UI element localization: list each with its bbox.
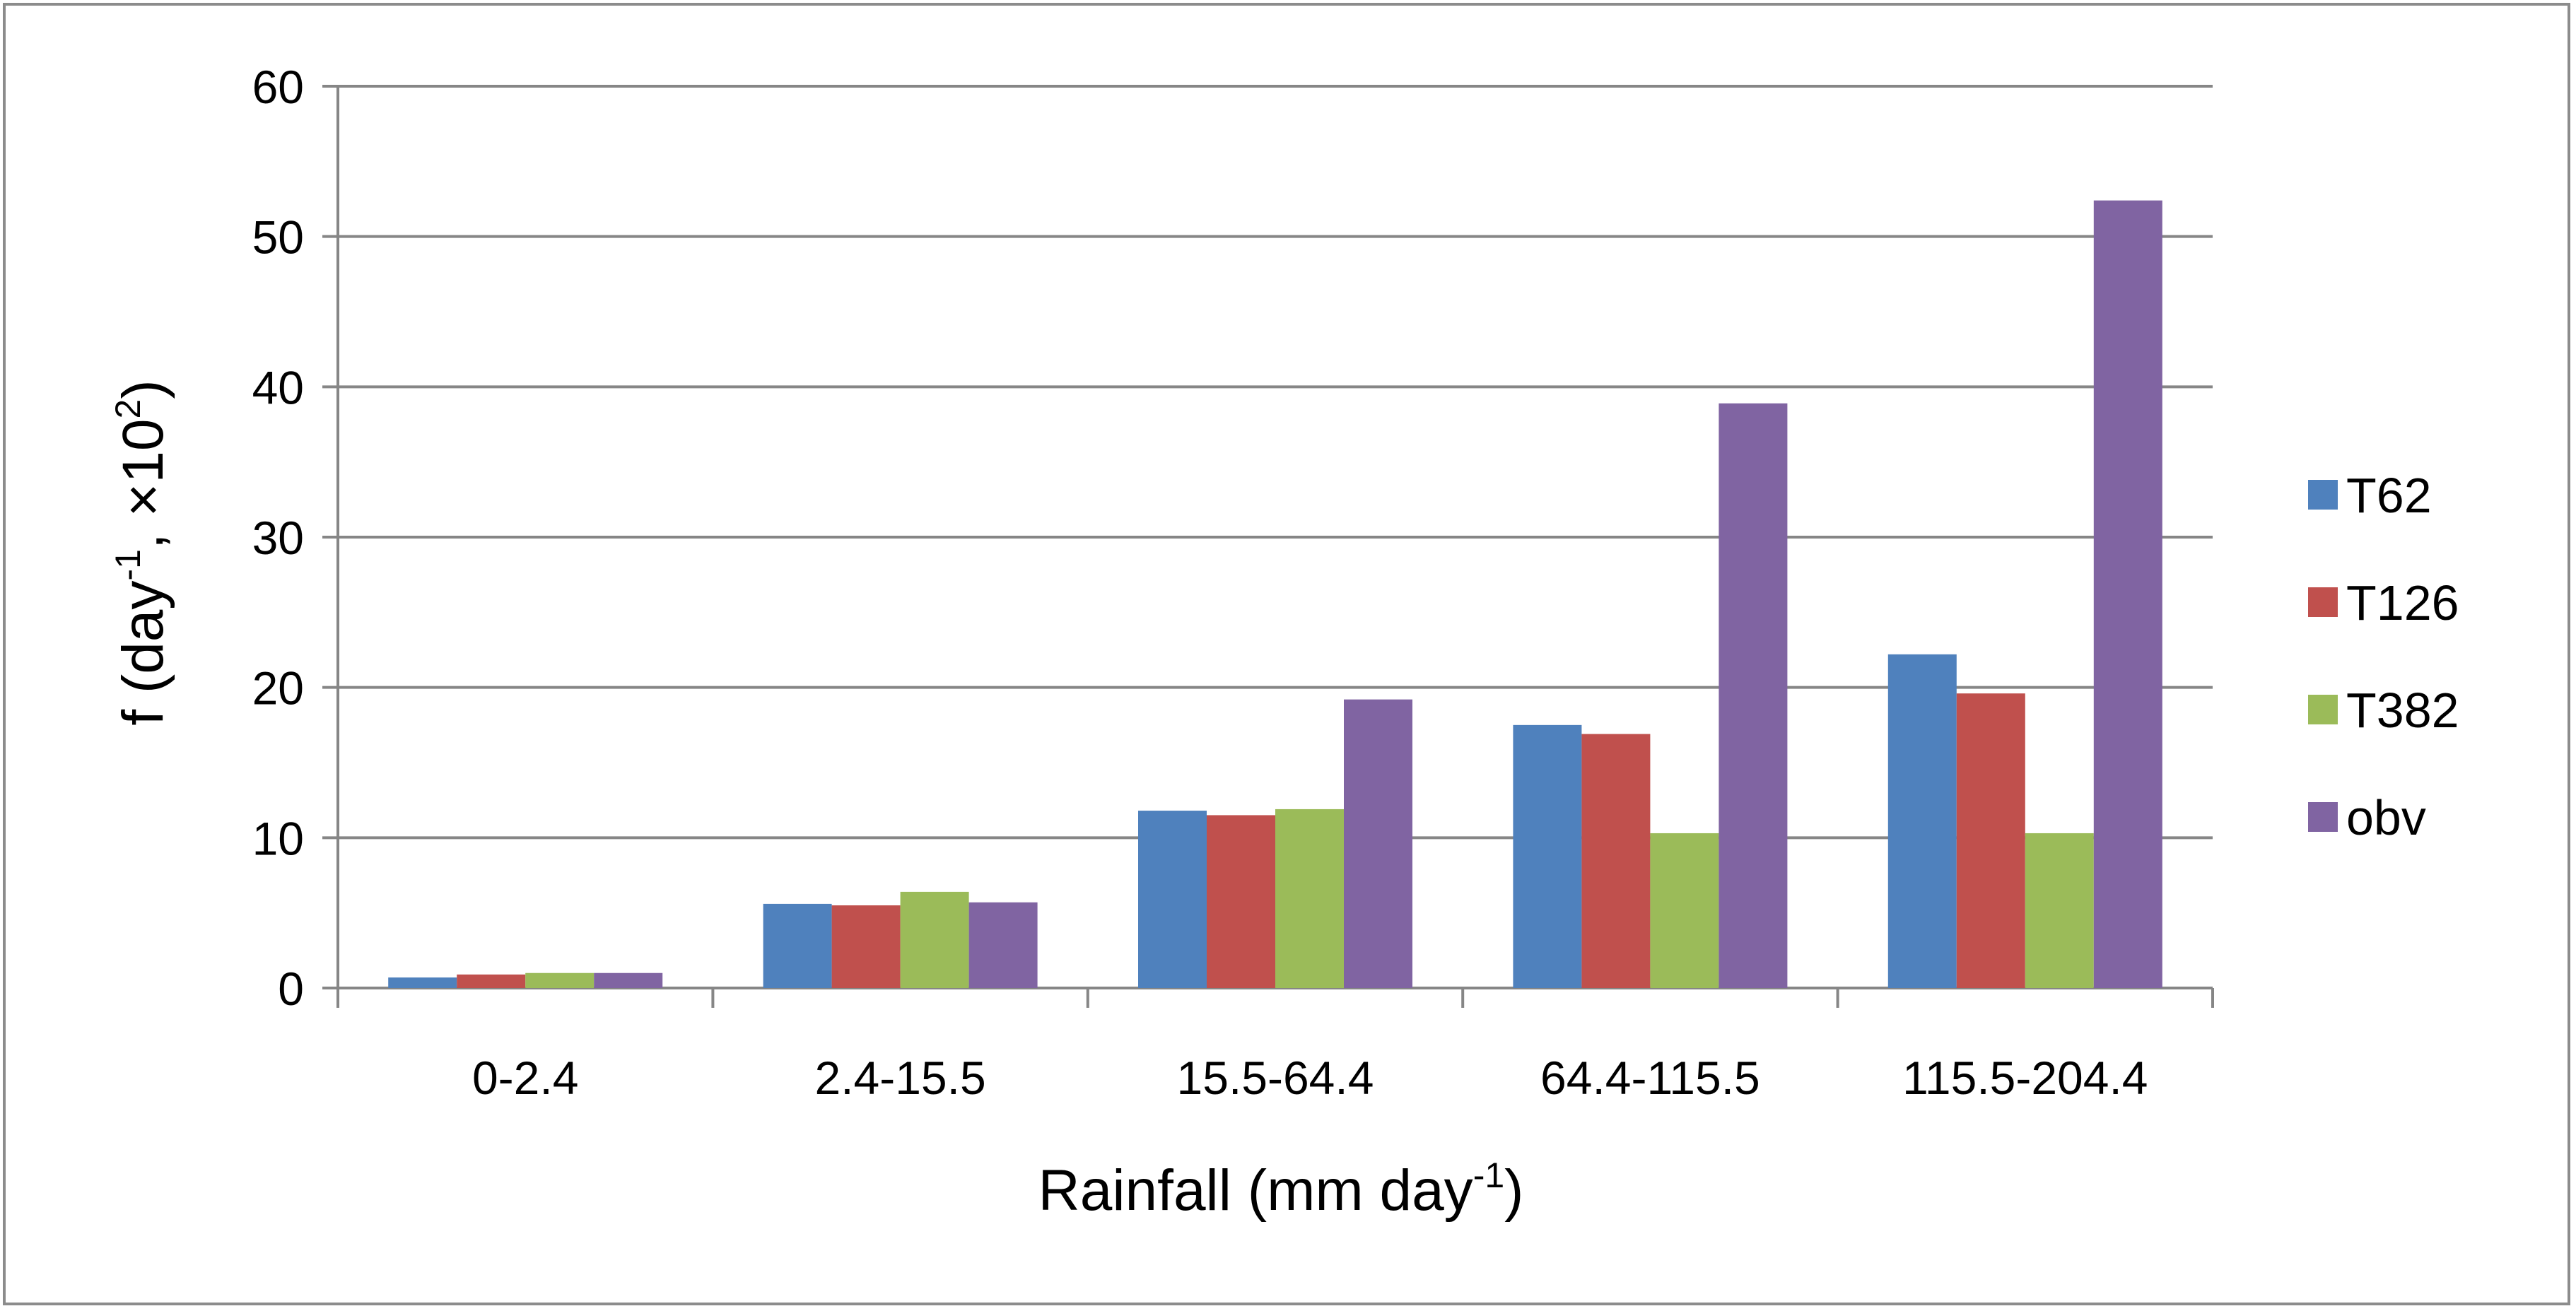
bars: [388, 200, 2162, 988]
x-axis-title: Rainfall (mm day-1): [1038, 1156, 1524, 1223]
legend-label-T62: T62: [2346, 468, 2432, 523]
x-tick-label: 2.4-15.5: [815, 1052, 986, 1104]
y-tick-label: 0: [278, 963, 304, 1015]
y-tick-label: 40: [252, 361, 304, 413]
x-tick-label: 15.5-64.4: [1177, 1052, 1374, 1104]
legend-label-obv: obv: [2346, 790, 2426, 845]
y-tick-label: 10: [252, 812, 304, 864]
y-axis-title: f (day-1, ×102): [108, 380, 175, 725]
legend: T62 T126 T382 obv: [2308, 468, 2459, 845]
bar-T62-0-2.4: [388, 977, 457, 988]
bar-T126-0-2.4: [457, 974, 526, 988]
legend-label-T382: T382: [2346, 683, 2459, 738]
bar-T382-0-2.4: [525, 972, 595, 988]
bar-obv-2.4-15.5: [968, 902, 1038, 988]
bar-T126-15.5-64.4: [1207, 815, 1275, 988]
x-tick-label: 64.4-115.5: [1540, 1052, 1760, 1104]
x-tick-label: 0-2.4: [472, 1052, 578, 1104]
bar-T126-115.5-204.4: [1956, 693, 2025, 988]
bar-obv-15.5-64.4: [1344, 699, 1412, 988]
x-tick-label: 115.5-204.4: [1902, 1052, 2148, 1104]
bar-T126-2.4-15.5: [831, 905, 901, 988]
bar-T382-115.5-204.4: [2025, 833, 2094, 988]
y-tick-label: 60: [252, 61, 304, 113]
y-tick-labels: 0 10 20 30 40 50 60: [252, 61, 304, 1015]
legend-swatch-obv: [2308, 802, 2338, 832]
bar-T62-64.4-115.5: [1513, 724, 1582, 988]
bar-T62-115.5-204.4: [1887, 654, 1957, 988]
y-tick-label: 50: [252, 211, 304, 264]
bar-T62-2.4-15.5: [763, 903, 832, 988]
y-tick-label: 20: [252, 662, 304, 715]
legend-swatch-T126: [2308, 587, 2338, 617]
x-tick-labels: 0-2.4 2.4-15.5 15.5-64.4 64.4-115.5 115.5-20…: [472, 1052, 2148, 1104]
bar-obv-0-2.4: [594, 972, 663, 988]
y-tick-label: 30: [252, 512, 304, 564]
legend-label-T126: T126: [2346, 575, 2459, 630]
legend-swatch-T62: [2308, 480, 2338, 510]
bar-T126-64.4-115.5: [1581, 734, 1651, 988]
bar-T62-15.5-64.4: [1138, 811, 1207, 988]
bar-T382-2.4-15.5: [900, 891, 969, 988]
bar-obv-115.5-204.4: [2093, 200, 2162, 988]
legend-swatch-T382: [2308, 695, 2338, 724]
bar-T382-15.5-64.4: [1275, 809, 1344, 988]
bar-T382-64.4-115.5: [1650, 833, 1719, 988]
bar-obv-64.4-115.5: [1719, 403, 1788, 988]
